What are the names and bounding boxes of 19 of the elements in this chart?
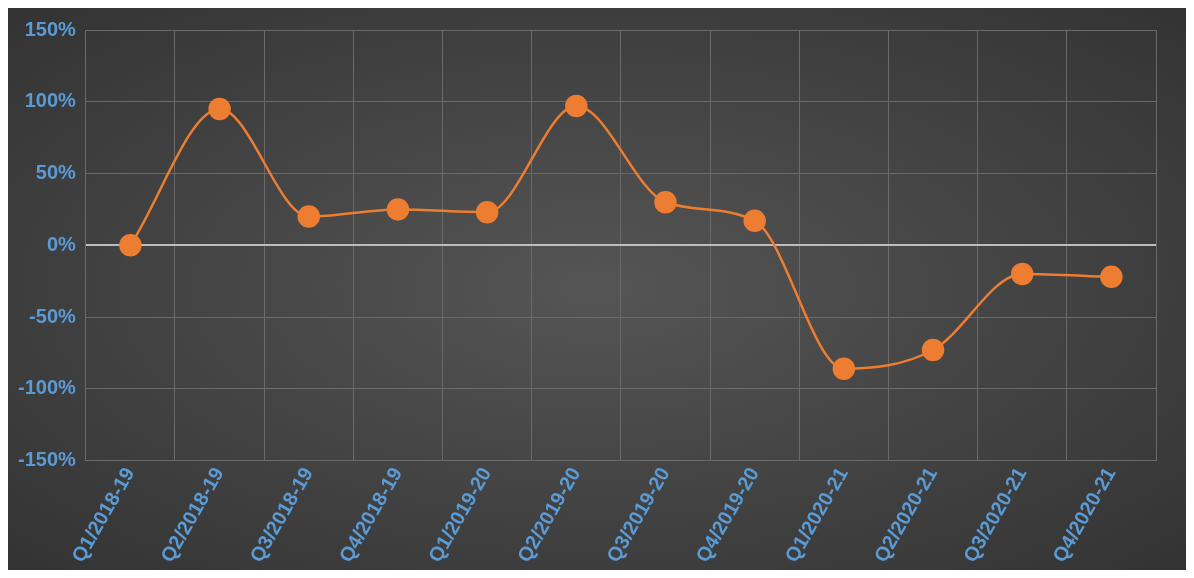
y-tick-label: 50% [35, 161, 77, 184]
point [743, 209, 766, 233]
point [119, 234, 142, 257]
point [565, 94, 588, 118]
point [297, 205, 321, 228]
point [921, 338, 945, 362]
point [832, 357, 856, 380]
y-tick-label: 100% [24, 89, 77, 112]
point [208, 97, 231, 121]
y-tick-label: 150% [24, 17, 77, 40]
y-tick-label: -100% [18, 376, 77, 399]
point [475, 201, 499, 224]
point [1100, 265, 1123, 289]
point [654, 190, 677, 214]
y-tick-label: -150% [18, 448, 77, 471]
y-tick-label: -50% [29, 304, 77, 327]
y-tick-label: 0% [46, 232, 77, 255]
point [386, 198, 410, 221]
point [1010, 262, 1034, 286]
